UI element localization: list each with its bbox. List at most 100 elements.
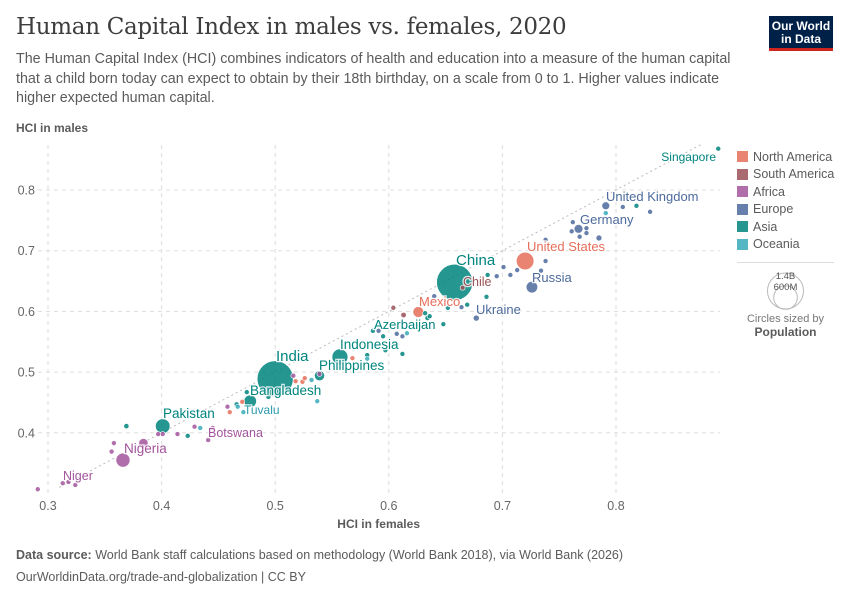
data-point [514, 267, 520, 273]
size-legend: 1.4B 600M Circles sized by Population [737, 262, 834, 339]
data-point [108, 448, 115, 455]
data-label-russia: Russia [532, 270, 573, 285]
data-point [382, 347, 389, 354]
y-tick-label: 0.7 [18, 244, 35, 258]
data-point [239, 399, 246, 405]
size-label-small: 600M [774, 282, 798, 293]
data-label-indonesia: Indonesia [340, 337, 399, 352]
footer-url[interactable]: OurWorldinData.org/trade-and-globalizati… [16, 570, 306, 584]
data-point [301, 375, 308, 381]
data-point [244, 389, 250, 395]
data-point [364, 355, 371, 362]
data-point [226, 409, 233, 415]
data-point [404, 330, 410, 337]
data-point [483, 294, 490, 300]
data-point-botswana [209, 425, 216, 431]
data-point-singapore [715, 145, 722, 152]
data-point [422, 310, 428, 317]
data-point [458, 304, 465, 310]
data-label-mexico: Mexico [419, 294, 460, 309]
data-point [59, 480, 66, 486]
size-caption: Circles sized by [746, 313, 825, 325]
legend-label: North America [753, 149, 833, 164]
legend-label: Oceania [753, 237, 800, 252]
legend-swatch [737, 168, 748, 180]
data-point [308, 377, 315, 383]
size-label-large: 1.4B [776, 271, 796, 282]
legend-item-oceania[interactable]: Oceania [737, 236, 834, 254]
chart-subtitle: The Human Capital Index (HCI) combines i… [16, 51, 731, 106]
data-point [123, 423, 130, 430]
data-point [390, 304, 397, 311]
data-point [234, 403, 241, 410]
y-tick-label: 0.8 [18, 184, 35, 198]
legend-label: Africa [753, 184, 785, 199]
data-point [72, 482, 79, 488]
legend-item-europe[interactable]: Europe [737, 201, 834, 219]
data-label-united-kingdom: United Kingdom [606, 189, 699, 204]
data-point [445, 304, 451, 311]
x-tick-label: 0.6 [380, 499, 397, 513]
data-point [265, 394, 272, 400]
size-legend-circles: 1.4B 600M [767, 271, 804, 310]
data-label-philippines: Philippines [319, 358, 385, 373]
data-point-indonesia [331, 348, 349, 366]
data-point [583, 230, 590, 236]
data-point [197, 425, 204, 431]
data-point [65, 479, 72, 485]
data-point [633, 202, 640, 209]
legend-item-north-america[interactable]: North America [737, 148, 834, 166]
legend-item-africa[interactable]: Africa [737, 183, 834, 201]
data-point [440, 321, 447, 327]
logo-line-2: in Data [780, 32, 821, 46]
data-point-niger [34, 486, 41, 493]
data-point [159, 431, 166, 437]
legend-swatch [737, 151, 748, 163]
legend-item-south-america[interactable]: South America [737, 166, 834, 184]
data-label-pakistan: Pakistan [163, 406, 215, 421]
x-tick-label: 0.7 [494, 499, 511, 513]
data-point-tuvalu [240, 409, 247, 415]
data-point-nigeria [115, 452, 131, 468]
legend-swatch [737, 203, 748, 215]
data-point [542, 236, 549, 243]
data-point [224, 403, 231, 410]
data-label-united-states: United States [527, 239, 606, 254]
data-point [647, 209, 653, 215]
data-point [380, 333, 386, 340]
data-point [205, 437, 211, 443]
data-point [484, 272, 491, 278]
x-tick-label: 0.5 [267, 499, 284, 513]
data-point [370, 328, 376, 334]
data-label-botswana: Botswana [208, 426, 263, 440]
data-label-chile: Chile [463, 275, 492, 289]
data-point [400, 311, 407, 319]
x-tick-label: 0.3 [39, 499, 56, 513]
data-point [399, 333, 406, 340]
data-point-chile [459, 284, 466, 291]
data-label-tuvalu: Tuvalu [244, 403, 280, 417]
data-point [349, 355, 356, 361]
x-tick-label: 0.4 [153, 499, 170, 513]
data-point [538, 267, 544, 274]
chart-title: Human Capital Index in males vs. females… [16, 14, 567, 40]
data-point [500, 264, 507, 270]
y-axis-label: HCI in males [16, 121, 89, 135]
data-point-germany [573, 224, 584, 234]
data-point [602, 210, 609, 216]
data-point [576, 233, 583, 240]
legend-swatch [737, 221, 748, 233]
legend-item-asia[interactable]: Asia [737, 218, 834, 236]
data-point [316, 371, 323, 377]
size-circle-small [773, 285, 798, 310]
data-point [493, 273, 500, 279]
region-legend: North America South America Africa Europe As… [737, 148, 834, 253]
data-label-bangladesh: Bangladesh [250, 383, 321, 398]
owid-logo[interactable]: Our World in Data [769, 16, 833, 51]
data-point [191, 423, 198, 430]
y-tick-label: 0.5 [18, 366, 35, 380]
y-tick-label: 0.4 [18, 426, 35, 440]
data-point [507, 272, 514, 278]
data-point [290, 372, 297, 379]
data-point [426, 313, 433, 320]
